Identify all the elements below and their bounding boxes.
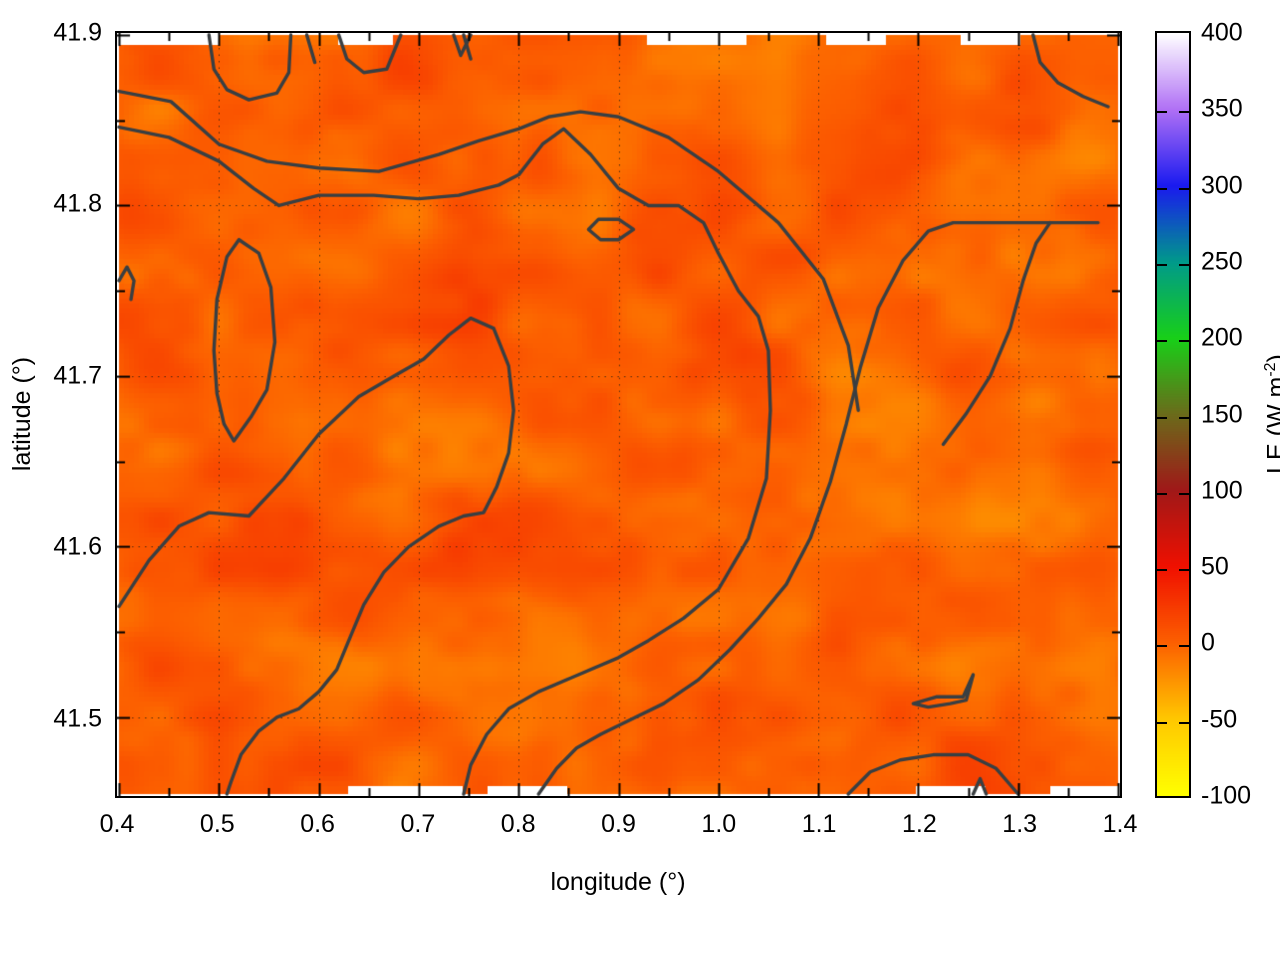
colorbar-tick-label: 250	[1201, 247, 1243, 276]
x-tick-label: 1.4	[1102, 810, 1138, 838]
x-tick-label: 1.2	[902, 810, 937, 838]
colorbar-tick-label: 0	[1201, 628, 1215, 657]
heatmap-canvas	[117, 33, 1120, 796]
colorbar-tick	[1179, 263, 1189, 266]
x-tick-label: 0.5	[199, 810, 235, 838]
colorbar-gradient	[1157, 33, 1189, 796]
colorbar-tick-label: 400	[1201, 18, 1243, 47]
colorbar-tick	[1179, 416, 1189, 419]
colorbar-tick-label: 300	[1201, 171, 1243, 200]
colorbar-tick	[1157, 569, 1167, 572]
colorbar-tick	[1179, 340, 1189, 343]
colorbar-tick	[1157, 416, 1167, 419]
x-axis-title: longitude (°)	[550, 868, 686, 896]
x-tick-label: 1.3	[1002, 810, 1038, 838]
y-tick-label: 41.9	[53, 18, 102, 47]
x-tick-label: 0.9	[601, 810, 636, 838]
y-tick-label: 41.7	[53, 361, 102, 390]
colorbar	[1155, 31, 1191, 798]
plot-area	[115, 31, 1122, 798]
colorbar-title-tail: )	[1262, 354, 1280, 362]
x-tick-label: 0.8	[500, 810, 536, 838]
colorbar-tick	[1157, 492, 1167, 495]
x-tick-label: 1.0	[701, 810, 737, 838]
y-tick-label: 41.5	[53, 704, 102, 733]
colorbar-tick	[1157, 111, 1167, 114]
colorbar-tick-label: 100	[1201, 476, 1243, 505]
colorbar-tick	[1157, 721, 1167, 724]
colorbar-tick-label: -100	[1201, 781, 1252, 810]
colorbar-tick	[1179, 111, 1189, 114]
colorbar-tick	[1157, 645, 1167, 648]
colorbar-tick-label: 350	[1201, 94, 1243, 123]
colorbar-tick	[1157, 263, 1167, 266]
x-tick-label: 0.4	[99, 810, 135, 838]
colorbar-tick	[1179, 645, 1189, 648]
colorbar-tick	[1179, 569, 1189, 572]
colorbar-title-main: LE (W m	[1262, 377, 1280, 474]
colorbar-tick-label: 150	[1201, 400, 1243, 428]
colorbar-tick-label: 200	[1201, 323, 1243, 352]
x-tick-label: 0.6	[300, 810, 335, 838]
colorbar-tick	[1179, 721, 1189, 724]
colorbar-title-exponent: -2	[1262, 362, 1279, 377]
x-tick-label: 0.7	[400, 810, 436, 838]
colorbar-title: LE (W m-2)	[1262, 354, 1280, 474]
colorbar-tick-label: 50	[1201, 552, 1229, 581]
y-axis-title: latitude (°)	[8, 356, 36, 472]
colorbar-tick	[1157, 187, 1167, 190]
y-tick-label: 41.6	[53, 532, 102, 561]
colorbar-tick	[1179, 492, 1189, 495]
colorbar-tick	[1157, 340, 1167, 343]
y-tick-label: 41.8	[53, 189, 102, 218]
colorbar-tick	[1179, 187, 1189, 190]
colorbar-tick-label: -50	[1201, 705, 1238, 734]
x-tick-label: 1.1	[801, 810, 837, 838]
